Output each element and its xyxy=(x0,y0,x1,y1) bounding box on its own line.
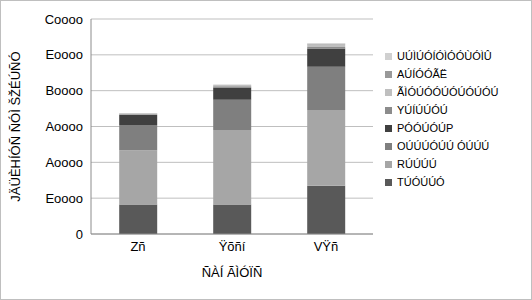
svg-text:VŸñ: VŸñ xyxy=(314,239,339,254)
html-text:YÚÍÚÚÓÚ: YÚÍÚÚÓÚ xyxy=(397,104,448,116)
svg-text:Eoooo: Eoooo xyxy=(45,47,83,62)
svg-text:Aoooo: Aoooo xyxy=(45,119,83,134)
svg-text:JÄÜÈHÍÓÑ ÑÓÌ ŠŽÉÚÑÓ: JÄÜÈHÍÓÑ ÑÓÌ ŠŽÉÚÑÓ xyxy=(8,51,23,201)
svg-text:Coooo: Coooo xyxy=(45,12,83,27)
html-text:ÃÌÓÚÓÓÚÓÚÓÚÓÚ: ÃÌÓÚÓÓÚÓÚÓÚÓÚ xyxy=(397,86,499,98)
svg-text:ÑÀÍ ÃÌÓÏÑ: ÑÀÍ ÃÌÓÏÑ xyxy=(202,265,263,280)
html-text:PÓÓÚÓÚP: PÓÓÚÓÚP xyxy=(397,122,454,134)
svg-text:Boooo: Boooo xyxy=(45,83,83,98)
svg-text:Ÿõñí: Ÿõñí xyxy=(219,239,246,254)
svg-text:0: 0 xyxy=(76,227,83,242)
svg-text:Eoooo: Eoooo xyxy=(45,191,83,206)
html-text:UÚÌÚÓÍÓÌÓÓÙÓÌÛ: UÚÌÚÓÍÓÌÓÓÙÓÌÛ xyxy=(397,50,492,62)
svg-text:Aoooo: Aoooo xyxy=(45,155,83,170)
html-text:RÚÚÚÚ: RÚÚÚÚ xyxy=(397,158,437,170)
html-text:TÚÓÚÚÓ: TÚÓÚÚÓ xyxy=(397,176,445,188)
svg-text:Zñ: Zñ xyxy=(130,239,145,254)
html-text:AÚÍÓÓÃË: AÚÍÓÓÃË xyxy=(397,68,448,80)
html-text:OÚÚÚÓÚÚ ÓÚÚÚ: OÚÚÚÓÚÚ ÓÚÚÚ xyxy=(397,140,490,152)
